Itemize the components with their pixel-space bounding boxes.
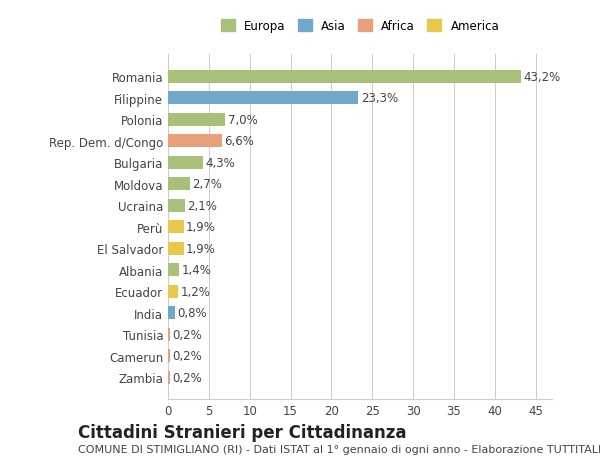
Bar [168,285,178,298]
Text: COMUNE DI STIMIGLIANO (RI) - Dati ISTAT al 1° gennaio di ogni anno - Elaborazion: COMUNE DI STIMIGLIANO (RI) - Dati ISTAT … [78,444,600,454]
Text: 1,2%: 1,2% [180,285,210,298]
Text: 0,2%: 0,2% [172,328,202,341]
Bar [168,135,222,148]
Bar [168,371,170,384]
Bar [168,113,225,127]
Text: 0,2%: 0,2% [172,371,202,384]
Bar [168,349,170,362]
Bar [168,157,203,169]
Text: 2,1%: 2,1% [188,199,217,212]
Text: 1,9%: 1,9% [186,221,216,234]
Bar [168,307,175,319]
Legend: Europa, Asia, Africa, America: Europa, Asia, Africa, America [217,16,503,36]
Text: 1,9%: 1,9% [186,242,216,255]
Bar [168,242,184,255]
Text: 7,0%: 7,0% [227,113,257,127]
Text: 6,6%: 6,6% [224,135,254,148]
Text: 0,2%: 0,2% [172,349,202,362]
Text: 4,3%: 4,3% [206,157,235,169]
Bar [168,71,521,84]
Text: 23,3%: 23,3% [361,92,398,105]
Text: 0,8%: 0,8% [177,307,206,319]
Bar [168,199,185,212]
Text: 2,7%: 2,7% [193,178,223,191]
Bar [168,328,170,341]
Bar [168,221,184,234]
Bar [168,92,358,105]
Text: 1,4%: 1,4% [182,263,212,277]
Bar [168,178,190,191]
Text: Cittadini Stranieri per Cittadinanza: Cittadini Stranieri per Cittadinanza [78,423,407,441]
Text: 43,2%: 43,2% [523,71,560,84]
Bar [168,263,179,276]
